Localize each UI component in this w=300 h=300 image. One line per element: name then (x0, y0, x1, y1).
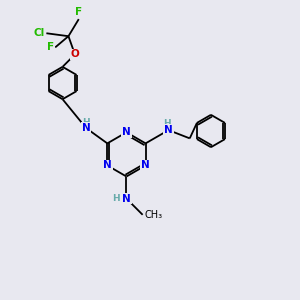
Text: N: N (103, 160, 112, 170)
Text: H: H (163, 119, 171, 128)
Text: N: N (122, 194, 131, 204)
Text: CH₃: CH₃ (145, 210, 163, 220)
Text: F: F (46, 42, 54, 52)
Text: Cl: Cl (34, 28, 45, 38)
Text: F: F (75, 7, 82, 17)
Text: N: N (122, 127, 131, 137)
Text: N: N (141, 160, 150, 170)
Text: N: N (164, 125, 173, 135)
Text: N: N (82, 123, 91, 133)
Text: H: H (82, 118, 90, 127)
Text: O: O (70, 50, 79, 59)
Text: H: H (112, 194, 120, 203)
